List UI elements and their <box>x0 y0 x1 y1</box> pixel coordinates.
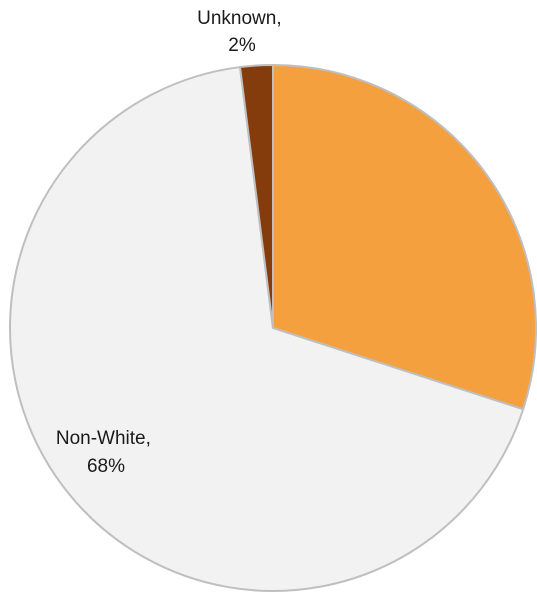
data-label-unknown-value: 2% <box>228 35 256 56</box>
pie-slices <box>9 63 537 592</box>
data-label-unknown-name: Unknown, <box>197 8 282 29</box>
pie-slice-non-white <box>9 66 525 592</box>
data-label-non-white-name: Non-White, <box>56 428 151 449</box>
data-label-non-white-value: 68% <box>87 456 125 477</box>
pie-slice-unknown <box>239 63 274 329</box>
data-label-unknown: Unknown, 2% <box>197 8 287 56</box>
pie-slice-slice-1 <box>272 64 537 411</box>
data-label-non-white: Non-White, 68% <box>56 428 156 477</box>
